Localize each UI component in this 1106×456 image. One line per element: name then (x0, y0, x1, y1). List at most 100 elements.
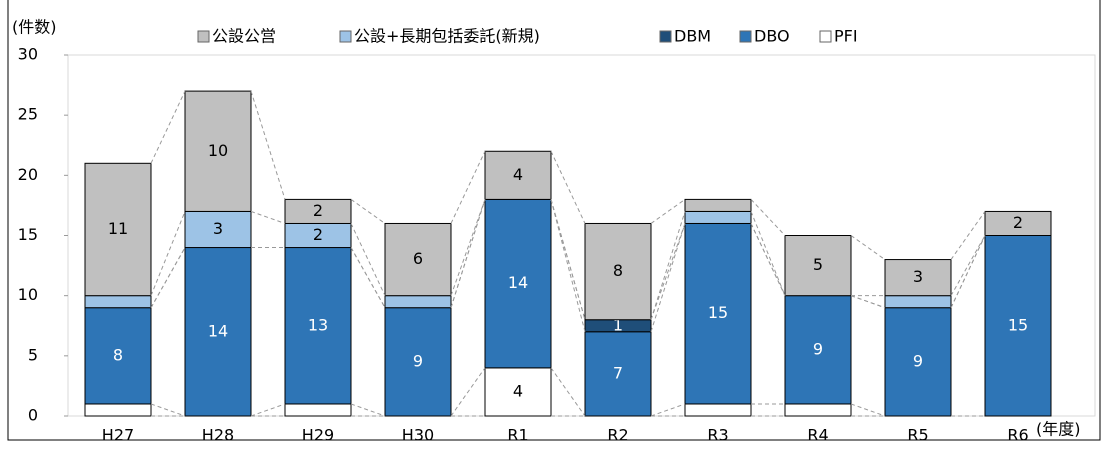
bar-segment (784, 403, 852, 417)
bar-segment (284, 403, 352, 417)
x-tick-label: R3 (707, 426, 728, 445)
connector-line (850, 403, 886, 417)
connector-line (450, 367, 486, 417)
bar-segment (884, 307, 952, 417)
connector-line (150, 90, 186, 164)
bar-segment (84, 162, 152, 297)
connector-line (950, 211, 986, 260)
y-tick-label: 25 (18, 105, 38, 124)
connector-line (350, 247, 386, 308)
legend-swatch (739, 30, 752, 43)
value-label: 9 (813, 339, 823, 358)
legend-label: 公設公営 (212, 27, 276, 46)
bar-segment (84, 403, 152, 417)
x-tick-label: R1 (507, 426, 528, 445)
connector-line (650, 211, 686, 320)
connector-line (250, 90, 286, 200)
connector-line (250, 403, 286, 417)
bar-segment (784, 295, 852, 405)
bar-segment (684, 198, 752, 212)
value-label: 1 (613, 315, 623, 334)
value-label: 3 (913, 267, 923, 286)
bar-segment (84, 295, 152, 309)
bar-segment (684, 210, 752, 224)
bar-segment (184, 90, 252, 212)
connector-line (950, 235, 986, 296)
legend-swatch (197, 30, 210, 43)
y-tick-label: 15 (18, 225, 38, 244)
value-label: 8 (613, 261, 623, 280)
connector-line (750, 223, 786, 296)
y-tick-label: 30 (18, 45, 38, 64)
connector-line (850, 295, 886, 309)
legend-label: DBM (674, 27, 711, 46)
connector-line (550, 199, 586, 332)
y-tick-label: 0 (28, 406, 38, 425)
bar-segment (484, 150, 552, 200)
value-label: 14 (208, 321, 228, 340)
value-label: 8 (113, 345, 123, 364)
y-tick-label: 10 (18, 285, 38, 304)
value-label: 4 (513, 381, 523, 400)
connector-line (350, 198, 386, 224)
x-tick-label: R6 (1007, 426, 1028, 445)
x-tick-label: R2 (607, 426, 628, 445)
x-axis-label: (年度) (1036, 420, 1081, 439)
connector-line (650, 403, 686, 417)
legend-label: 公設+長期包括委託(新規) (354, 27, 540, 46)
connector-line (650, 223, 686, 320)
value-label: 10 (208, 141, 228, 160)
bar-segment (484, 198, 552, 369)
value-label: 14 (508, 273, 528, 292)
x-tick-label: R5 (907, 426, 928, 445)
bar-segment (884, 295, 952, 309)
legend-label: DBO (754, 27, 790, 46)
value-label: 11 (108, 219, 128, 238)
connector-line (550, 199, 586, 320)
connector-line (150, 247, 186, 308)
bar-segment (984, 210, 1052, 236)
connector-line (150, 211, 186, 296)
x-tick-label: R4 (807, 426, 828, 445)
bar-segment (284, 247, 352, 405)
legend-swatch (339, 30, 352, 43)
bar-segment (384, 295, 452, 309)
legend-swatch (659, 30, 672, 43)
connector-line (950, 235, 986, 308)
connector-line (150, 403, 186, 417)
bar-segment (584, 331, 652, 417)
y-tick-label: 5 (28, 345, 38, 364)
x-tick-label: H28 (202, 426, 234, 445)
value-label: 13 (308, 315, 328, 334)
value-label: 15 (708, 303, 728, 322)
connector-line (650, 198, 686, 224)
bar-segment (284, 222, 352, 249)
value-label: 2 (1013, 213, 1023, 232)
x-tick-label: H30 (402, 426, 434, 445)
x-tick-label: H29 (302, 426, 334, 445)
legend-label: PFI (834, 27, 858, 46)
legend-swatch (819, 30, 832, 43)
value-label: 5 (813, 255, 823, 274)
value-label: 9 (913, 351, 923, 370)
frame (7, 0, 1101, 441)
y-tick-label: 20 (18, 165, 38, 184)
bar-segment (384, 222, 452, 297)
bar-segment (284, 198, 352, 224)
connector-line (750, 223, 786, 296)
bar-segment (584, 222, 652, 321)
value-label: 15 (1008, 315, 1028, 334)
value-label: 4 (513, 165, 523, 184)
bar-segment (484, 367, 552, 417)
connector-line (550, 151, 586, 224)
value-label: 3 (213, 219, 223, 238)
connector-line (950, 235, 986, 308)
x-tick-label: H27 (102, 426, 134, 445)
y-axis-label: (件数) (12, 18, 57, 37)
connector-line (550, 367, 586, 417)
bar-segment (384, 307, 452, 417)
connector-line (350, 223, 386, 296)
connector-line (750, 199, 786, 236)
bar-segment (684, 222, 752, 405)
